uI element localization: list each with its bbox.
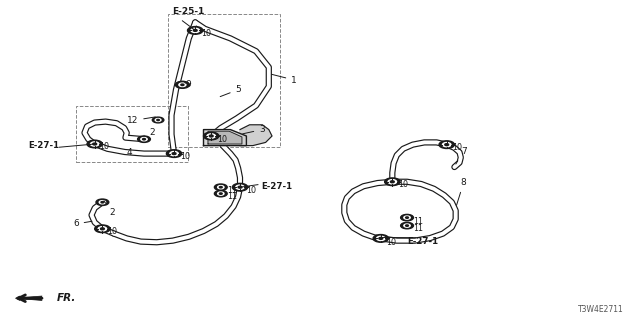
Circle shape	[90, 142, 99, 146]
Circle shape	[385, 178, 400, 186]
Text: E-27-1: E-27-1	[261, 182, 292, 191]
Circle shape	[404, 224, 410, 227]
Circle shape	[214, 190, 227, 197]
Circle shape	[207, 134, 216, 138]
Text: 11: 11	[227, 186, 237, 195]
Text: 9: 9	[185, 80, 191, 89]
Circle shape	[87, 140, 102, 148]
Text: 10: 10	[202, 29, 212, 38]
Circle shape	[193, 29, 197, 31]
Circle shape	[157, 119, 159, 121]
Circle shape	[373, 235, 388, 242]
Text: 6: 6	[73, 220, 92, 228]
Circle shape	[406, 225, 408, 226]
Text: 12: 12	[127, 116, 156, 125]
Circle shape	[188, 27, 203, 34]
Text: 10: 10	[398, 180, 408, 189]
Circle shape	[100, 228, 104, 230]
Text: 11: 11	[413, 217, 423, 226]
Circle shape	[404, 216, 410, 219]
Text: 10: 10	[108, 228, 118, 236]
Circle shape	[101, 202, 104, 203]
Circle shape	[172, 153, 176, 155]
Text: 1: 1	[271, 74, 297, 84]
Circle shape	[445, 144, 449, 146]
Circle shape	[98, 227, 107, 231]
Text: 2: 2	[144, 128, 155, 137]
Circle shape	[152, 117, 164, 123]
Text: FR.: FR.	[56, 293, 76, 303]
Bar	[76, 106, 188, 162]
Circle shape	[390, 181, 394, 183]
Circle shape	[220, 187, 222, 188]
Circle shape	[236, 185, 244, 189]
Circle shape	[155, 119, 161, 122]
Circle shape	[442, 142, 451, 147]
Text: 10: 10	[452, 143, 462, 152]
Circle shape	[143, 139, 145, 140]
Circle shape	[379, 237, 383, 239]
Circle shape	[181, 84, 184, 85]
Circle shape	[95, 225, 110, 233]
Circle shape	[179, 83, 186, 87]
Circle shape	[401, 222, 413, 229]
Text: 10: 10	[386, 238, 396, 247]
Text: 10: 10	[180, 152, 191, 161]
Text: E-27-1: E-27-1	[28, 141, 59, 150]
Text: 4: 4	[127, 148, 132, 156]
Circle shape	[232, 183, 248, 191]
Circle shape	[388, 180, 397, 184]
Circle shape	[401, 214, 413, 221]
Circle shape	[96, 199, 109, 205]
Polygon shape	[204, 130, 246, 146]
Text: T3W4E2711: T3W4E2711	[579, 305, 624, 314]
Circle shape	[220, 193, 222, 194]
Polygon shape	[208, 131, 242, 144]
Circle shape	[138, 136, 150, 142]
Circle shape	[439, 141, 454, 148]
Circle shape	[214, 184, 227, 190]
Circle shape	[93, 143, 97, 145]
Text: 7: 7	[456, 147, 467, 164]
Text: E-27-1: E-27-1	[407, 237, 438, 246]
Text: 11: 11	[227, 192, 237, 201]
Text: 5: 5	[220, 85, 241, 97]
Circle shape	[170, 151, 179, 156]
Circle shape	[376, 236, 385, 241]
Text: 8: 8	[456, 178, 467, 205]
Circle shape	[141, 138, 147, 141]
Circle shape	[209, 135, 213, 137]
Polygon shape	[240, 125, 272, 146]
Circle shape	[238, 186, 242, 188]
Text: 10: 10	[99, 142, 109, 151]
Circle shape	[204, 132, 219, 140]
Circle shape	[191, 28, 200, 33]
Text: 11: 11	[413, 224, 423, 233]
Circle shape	[218, 186, 224, 189]
Text: 10: 10	[246, 186, 257, 195]
Text: 3: 3	[243, 125, 265, 134]
Circle shape	[406, 217, 408, 218]
Bar	[168, 14, 280, 147]
Circle shape	[175, 81, 189, 88]
Circle shape	[218, 192, 224, 195]
Circle shape	[166, 150, 182, 157]
Text: E-25-1: E-25-1	[173, 7, 205, 16]
Text: 10: 10	[218, 135, 228, 144]
Circle shape	[99, 201, 106, 204]
Text: 2: 2	[104, 201, 115, 217]
